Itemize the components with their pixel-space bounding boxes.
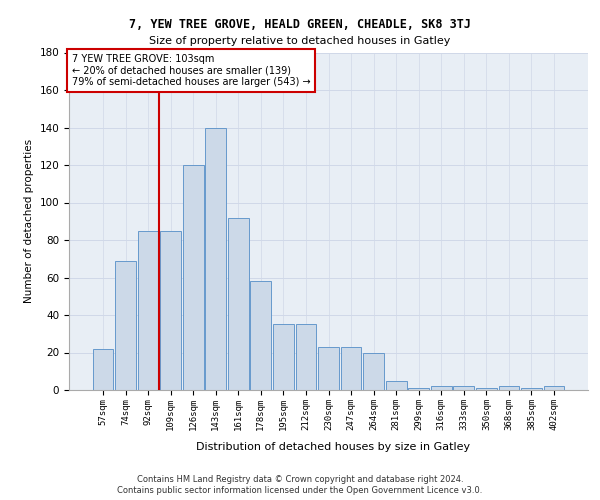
Text: 7 YEW TREE GROVE: 103sqm
← 20% of detached houses are smaller (139)
79% of semi-: 7 YEW TREE GROVE: 103sqm ← 20% of detach… [71, 54, 310, 88]
Bar [205, 128, 226, 390]
Bar [363, 352, 384, 390]
Bar [431, 386, 452, 390]
Bar [318, 347, 339, 390]
Bar [137, 230, 158, 390]
Bar [476, 388, 497, 390]
Bar [544, 386, 565, 390]
Bar [160, 230, 181, 390]
Text: Distribution of detached houses by size in Gatley: Distribution of detached houses by size … [196, 442, 470, 452]
Text: Contains HM Land Registry data © Crown copyright and database right 2024.: Contains HM Land Registry data © Crown c… [137, 475, 463, 484]
Bar [341, 347, 361, 390]
Bar [409, 388, 429, 390]
Bar [521, 388, 542, 390]
Bar [454, 386, 474, 390]
Y-axis label: Number of detached properties: Number of detached properties [24, 139, 34, 304]
Text: 7, YEW TREE GROVE, HEALD GREEN, CHEADLE, SK8 3TJ: 7, YEW TREE GROVE, HEALD GREEN, CHEADLE,… [129, 18, 471, 30]
Text: Size of property relative to detached houses in Gatley: Size of property relative to detached ho… [149, 36, 451, 46]
Bar [499, 386, 520, 390]
Bar [92, 349, 113, 390]
Bar [115, 260, 136, 390]
Bar [183, 165, 203, 390]
Bar [296, 324, 316, 390]
Bar [386, 380, 407, 390]
Bar [228, 218, 248, 390]
Bar [273, 324, 294, 390]
Text: Contains public sector information licensed under the Open Government Licence v3: Contains public sector information licen… [118, 486, 482, 495]
Bar [250, 281, 271, 390]
